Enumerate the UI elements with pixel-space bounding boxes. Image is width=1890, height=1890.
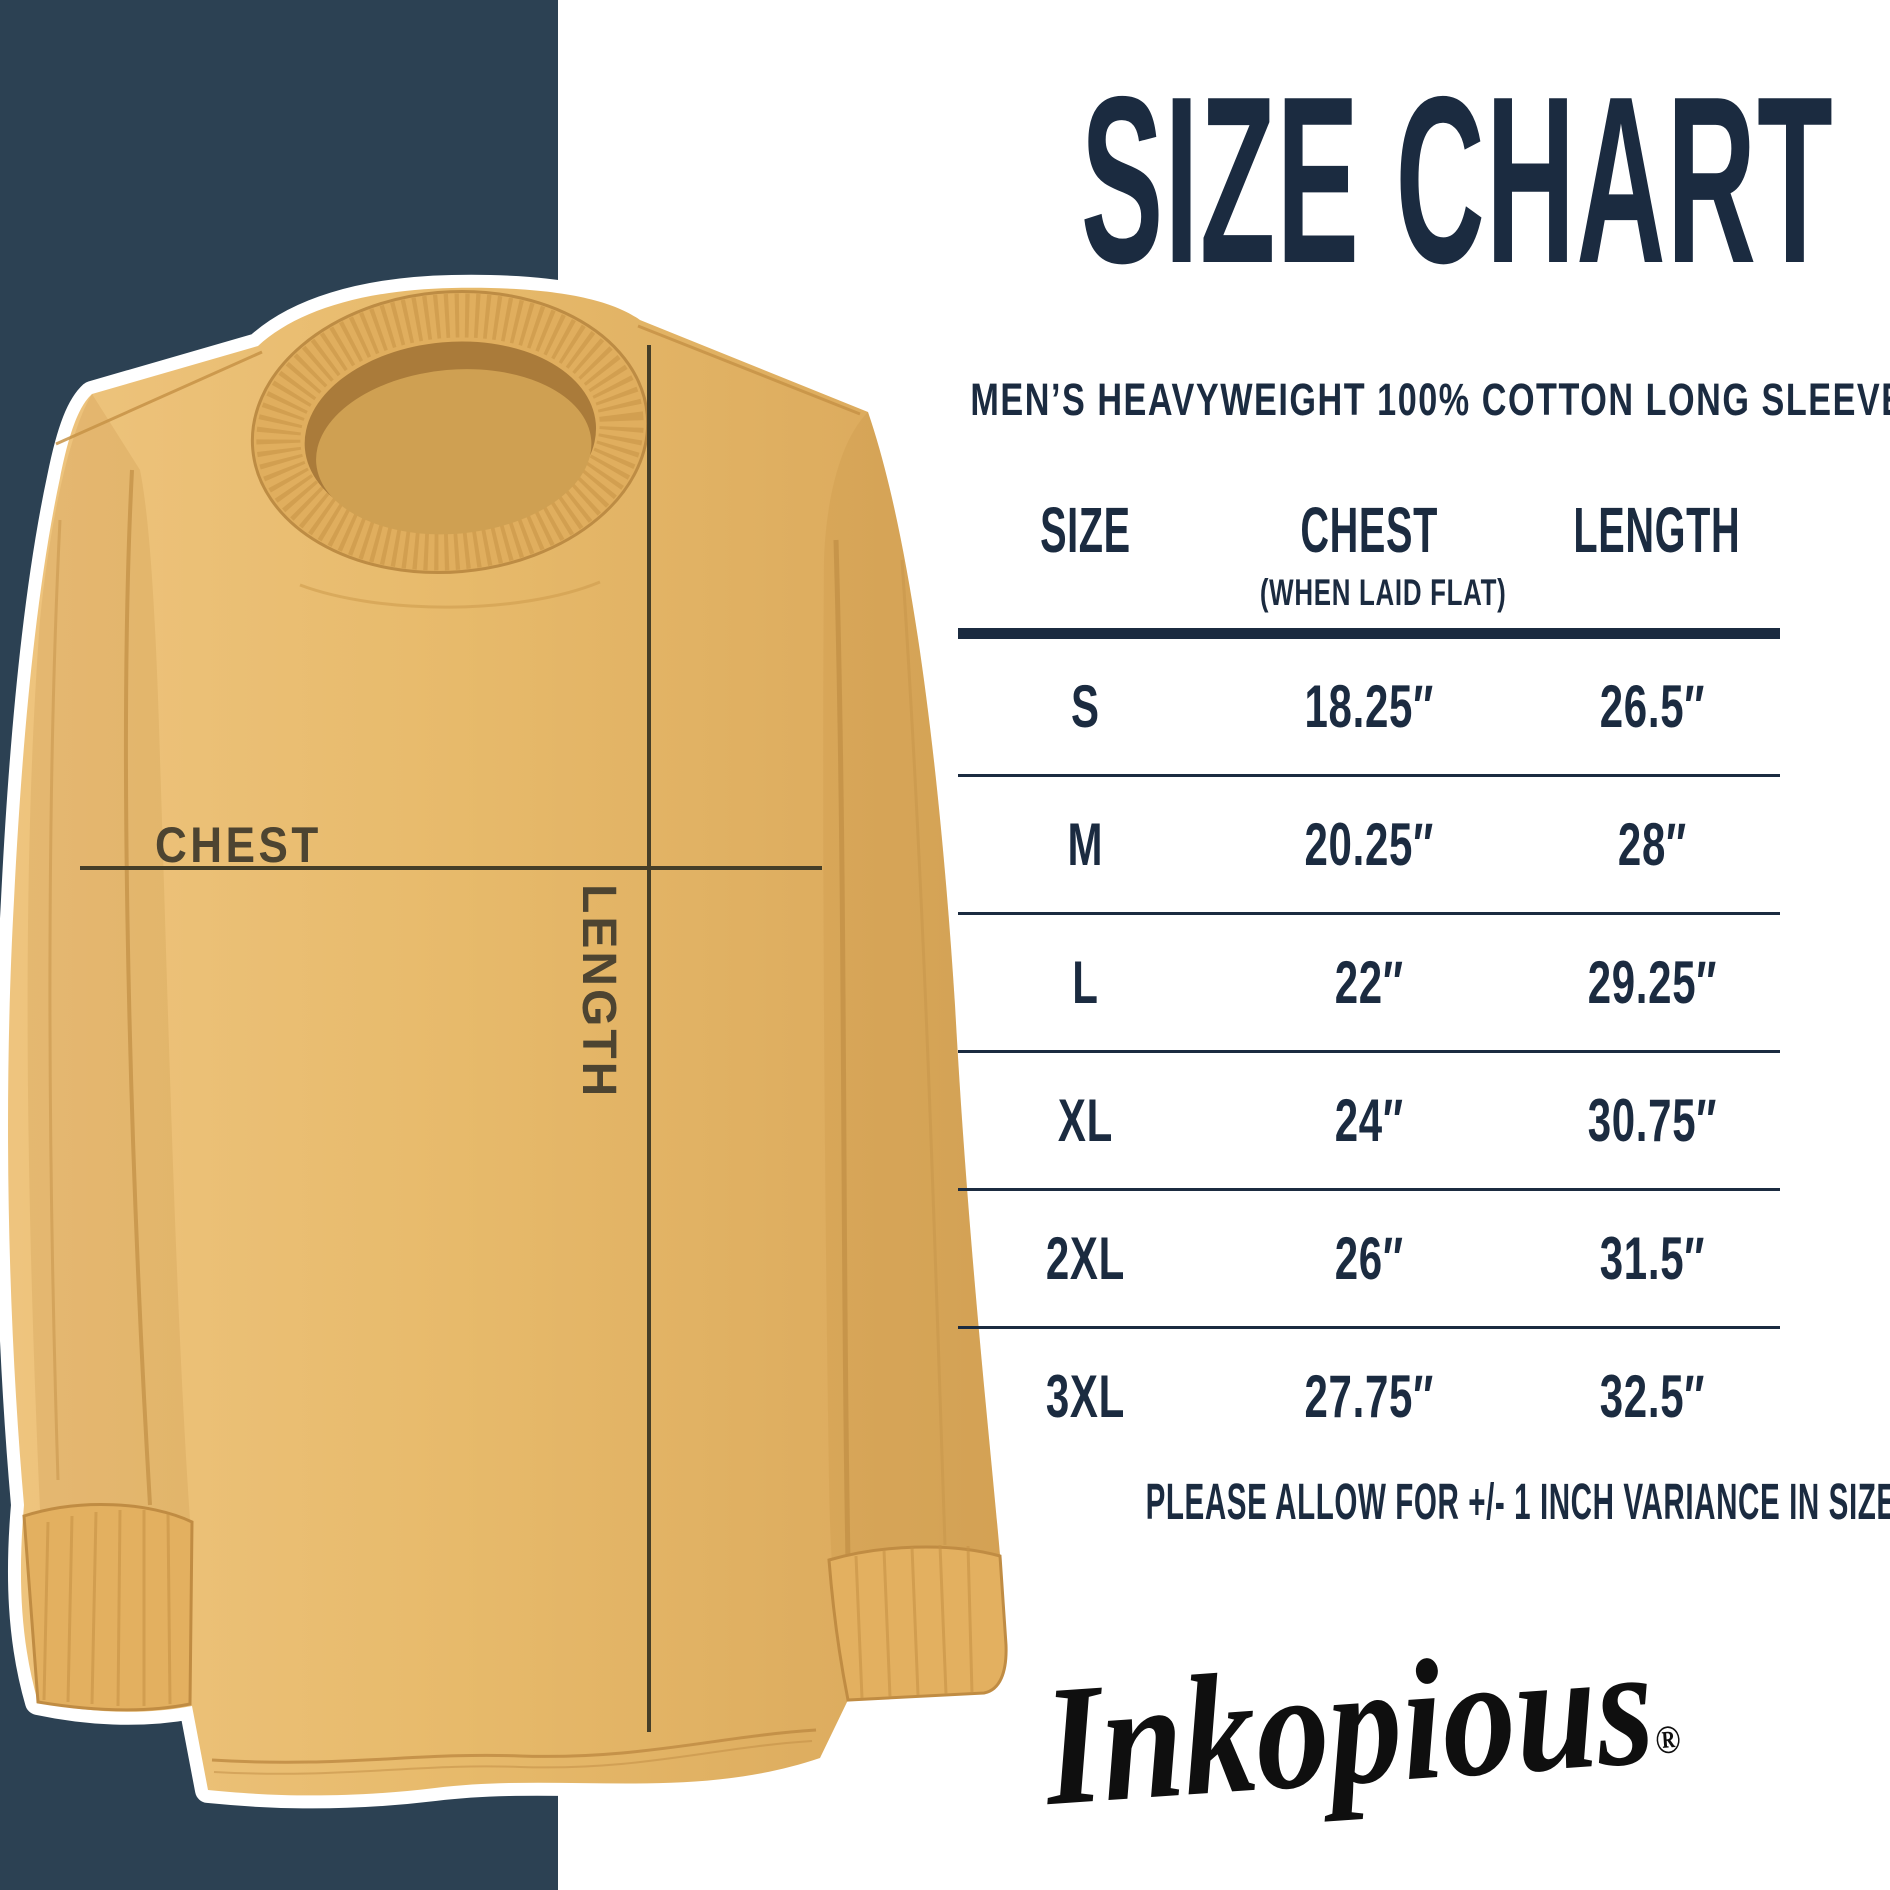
table-row: L 22″ 29.25″	[958, 915, 1780, 1053]
row-length: 30.75″	[1587, 1087, 1718, 1154]
row-length: 32.5″	[1599, 1363, 1706, 1430]
header-cell-length: LENGTH	[1525, 498, 1780, 562]
hem-stitch-2	[213, 1740, 813, 1775]
page-subtitle: MEN’S HEAVYWEIGHT 100% COTTON LONG SLEEV…	[970, 374, 1890, 425]
length-measure-label: LENGTH	[572, 884, 625, 1100]
row-size: S	[1071, 673, 1100, 740]
row-chest: 22″	[1334, 949, 1404, 1016]
brand-logo-text: Inkopious	[1038, 1610, 1660, 1843]
table-header-divider	[958, 628, 1780, 639]
row-size: XL	[1057, 1087, 1113, 1154]
size-column-label: SIZE	[1040, 494, 1131, 566]
right-shoulder-seam	[637, 324, 861, 416]
table-row: XL 24″ 30.75″	[958, 1053, 1780, 1191]
row-chest: 27.75″	[1304, 1363, 1434, 1430]
brand-logo: Inkopious®	[1038, 1610, 1682, 1842]
page-title: SIZE CHART	[1080, 48, 1834, 313]
chest-column-subnote: (WHEN LAID FLAT)	[1259, 572, 1507, 613]
size-table: SIZE CHEST (WHEN LAID FLAT) LENGTH S 18.…	[958, 498, 1780, 1464]
shirt-photo-illustration	[0, 274, 1010, 1809]
row-chest: 26″	[1334, 1225, 1404, 1292]
row-chest: 24″	[1334, 1087, 1404, 1154]
right-sleeve-fold	[900, 559, 947, 1546]
length-column-label: LENGTH	[1573, 494, 1741, 566]
row-size: L	[1072, 949, 1099, 1016]
registered-trademark-icon: ®	[1653, 1716, 1683, 1763]
header-cell-size: SIZE	[958, 498, 1213, 562]
table-row: 2XL 26″ 31.5″	[958, 1191, 1780, 1329]
row-length: 29.25″	[1587, 949, 1718, 1016]
row-length: 26.5″	[1599, 673, 1706, 740]
variance-note: PLEASE ALLOW FOR +/- 1 INCH VARIANCE IN …	[1145, 1473, 1890, 1530]
header-cell-chest: CHEST (WHEN LAID FLAT)	[1213, 498, 1525, 614]
right-cuff	[827, 1545, 1008, 1702]
table-row: S 18.25″ 26.5″	[958, 639, 1780, 777]
row-size: M	[1067, 811, 1104, 878]
chest-column-label: CHEST	[1300, 494, 1438, 566]
collar-seam	[299, 580, 601, 609]
hem-stitch	[211, 1728, 817, 1764]
size-table-header: SIZE CHEST (WHEN LAID FLAT) LENGTH	[958, 498, 1780, 614]
row-chest: 18.25″	[1304, 673, 1434, 740]
shirt-silhouette	[0, 274, 1010, 1809]
row-size: 3XL	[1045, 1363, 1125, 1430]
table-row: 3XL 27.75″ 32.5″	[958, 1329, 1780, 1464]
right-cuff-ribs	[854, 1544, 974, 1699]
left-cuff-ribs	[42, 1509, 172, 1707]
left-shoulder-seam	[55, 350, 263, 446]
table-row: M 20.25″ 28″	[958, 777, 1780, 915]
row-length: 28″	[1618, 811, 1688, 878]
row-size: 2XL	[1045, 1225, 1125, 1292]
row-length: 31.5″	[1599, 1225, 1706, 1292]
right-sleeve-crease	[833, 539, 851, 1561]
left-sleeve-shade	[27, 394, 191, 1520]
left-sleeve-crease	[124, 469, 152, 1506]
left-sleeve-fold	[48, 519, 62, 1481]
left-cuff	[22, 1503, 194, 1712]
row-chest: 20.25″	[1304, 811, 1434, 878]
chest-measure-label: CHEST	[155, 817, 322, 873]
collar	[250, 289, 650, 575]
right-sleeve-shade	[823, 412, 1006, 1700]
